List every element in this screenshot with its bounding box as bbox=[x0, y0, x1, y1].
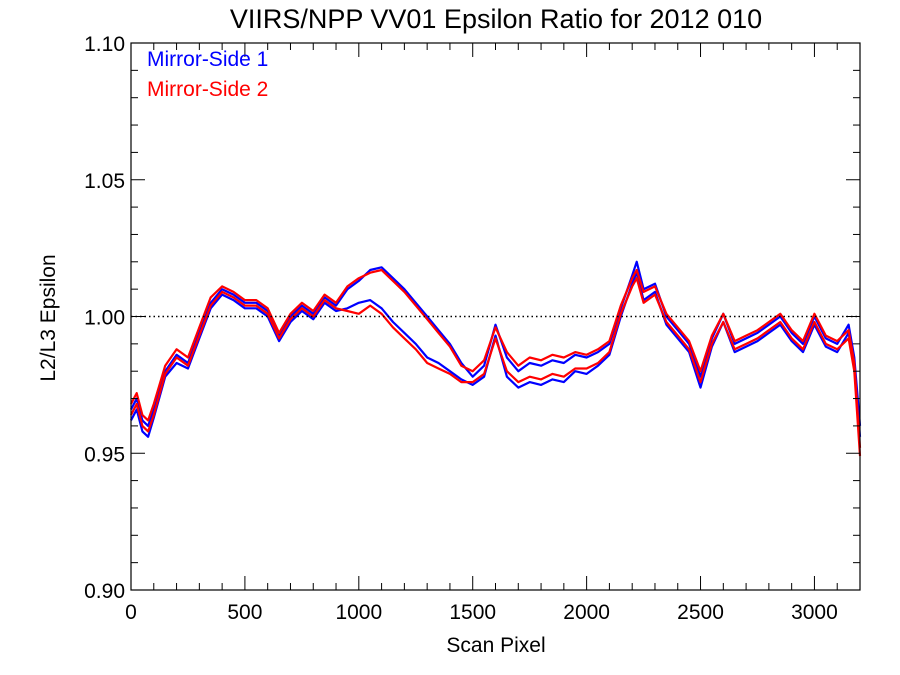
y-tick-label: 1.10 bbox=[84, 33, 125, 56]
x-axis-label: Scan Pixel bbox=[446, 634, 545, 657]
ticks-layer: 0 500 1000 1500 2000 2500 3000 0.90 0.95 1.00 1.05… bbox=[84, 33, 861, 624]
series-line-1-2 bbox=[130, 271, 862, 438]
x-tick-label: 1000 bbox=[335, 601, 382, 624]
legend-item-mirror-side-2: Mirror-Side 2 bbox=[147, 78, 268, 101]
y-tick-label: 0.95 bbox=[84, 443, 125, 466]
x-tick-label: 500 bbox=[227, 601, 262, 624]
x-tick-label: 2000 bbox=[563, 601, 610, 624]
series-line-2-1 bbox=[130, 268, 862, 448]
x-tick-label: 1500 bbox=[449, 601, 496, 624]
x-tick-label: 2500 bbox=[677, 601, 724, 624]
y-tick-label: 1.05 bbox=[84, 170, 125, 193]
series-line-1-1 bbox=[130, 260, 862, 427]
y-tick-label: 0.90 bbox=[84, 580, 125, 603]
y-axis-label: L2/L3 Epsilon bbox=[37, 254, 60, 381]
x-tick-label: 3000 bbox=[791, 601, 838, 624]
series-line-2-2 bbox=[130, 277, 862, 457]
x-tick-label: 0 bbox=[125, 601, 137, 624]
legend-item-mirror-side-1: Mirror-Side 1 bbox=[147, 48, 268, 71]
chart-title: VIIRS/NPP VV01 Epsilon Ratio for 2012 01… bbox=[230, 4, 762, 34]
series-layer bbox=[130, 260, 862, 457]
y-tick-label: 1.00 bbox=[84, 307, 125, 330]
